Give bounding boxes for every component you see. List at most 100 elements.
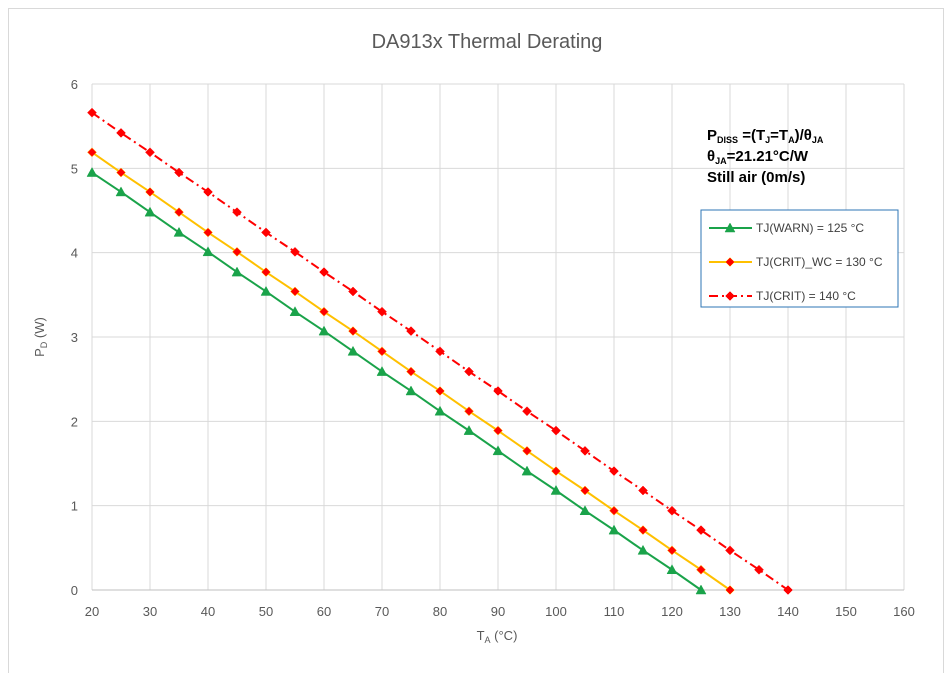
legend-items: TJ(WARN) = 125 °C TJ(CRIT)_WC = 130 °C TJ(… (709, 221, 883, 303)
annotation-line-3: Still air (0m/s) (707, 169, 805, 186)
data-point (261, 227, 271, 238)
legend-item: TJ(CRIT)_WC = 130 °C (709, 255, 883, 269)
data-point (551, 425, 561, 436)
data-point (232, 246, 242, 257)
data-point (376, 366, 388, 376)
data-point (725, 585, 735, 595)
data-point (493, 386, 503, 396)
formula-annotation: PDISS =(TJ=TA)/θJA θJA=21.21°C/W Still a… (707, 127, 824, 186)
data-point (116, 167, 126, 178)
data-point (347, 345, 359, 356)
data-point (579, 505, 591, 515)
data-point (174, 207, 184, 218)
y-tick-label: 5 (71, 161, 78, 176)
data-point (318, 325, 330, 336)
x-axis-title: TA (°C) (477, 628, 518, 645)
legend-label: TJ(CRIT)_WC = 130 °C (756, 255, 883, 269)
x-tick-label: 80 (433, 604, 447, 619)
x-tick-label: 120 (661, 604, 683, 619)
data-point (319, 306, 329, 317)
x-tick-label: 140 (777, 604, 799, 619)
x-tick-label: 20 (85, 604, 99, 619)
legend-marker (724, 222, 736, 233)
data-point (115, 186, 127, 197)
data-point (608, 524, 620, 535)
data-point (464, 366, 474, 377)
data-point (435, 386, 445, 396)
x-tick-label: 60 (317, 604, 331, 619)
x-tick-label: 70 (375, 604, 389, 619)
data-point (86, 167, 98, 177)
y-axis-title-main: P (32, 348, 47, 357)
series-3 (87, 107, 793, 595)
data-point (521, 465, 533, 476)
data-point (377, 346, 387, 357)
data-point (522, 406, 532, 417)
data-point (174, 167, 184, 178)
legend-item: TJ(WARN) = 125 °C (709, 221, 864, 235)
series-line (91, 171, 702, 591)
data-point (696, 564, 706, 575)
legend-item: TJ(CRIT) = 140 °C (709, 289, 856, 303)
data-point (406, 326, 416, 336)
data-point (754, 564, 764, 575)
data-point (348, 286, 358, 297)
data-point (666, 564, 678, 575)
data-point (551, 466, 561, 476)
x-tick-label: 100 (545, 604, 567, 619)
y-axis-title-sub: D (39, 341, 49, 348)
data-point (173, 226, 185, 237)
y-tick-label: 3 (71, 330, 78, 345)
data-point (463, 425, 475, 435)
x-axis-title-main: T (477, 628, 485, 643)
data-point (203, 187, 213, 197)
data-point (696, 525, 706, 535)
data-point (261, 267, 271, 277)
data-point (667, 545, 677, 556)
data-point (260, 285, 272, 296)
legend-label: TJ(WARN) = 125 °C (756, 221, 864, 235)
legend-box (700, 209, 899, 308)
data-point (550, 484, 562, 495)
data-point (493, 425, 503, 436)
data-point (464, 406, 474, 417)
data-point (145, 147, 155, 158)
y-tick-label: 1 (71, 499, 78, 514)
data-point (580, 445, 590, 456)
x-tick-label: 40 (201, 604, 215, 619)
x-tick-label: 130 (719, 604, 741, 619)
data-point (116, 128, 126, 138)
data-point (232, 207, 242, 218)
data-point (667, 505, 677, 516)
data-point (87, 147, 97, 158)
y-tick-label: 4 (71, 246, 78, 261)
data-point (144, 206, 156, 217)
data-point (289, 306, 301, 316)
data-point (290, 246, 300, 257)
chart-title: DA913x Thermal Derating (372, 31, 603, 53)
axis-layer: 20 30 40 50 60 70 80 90 100 110 120 130 140 150 160 0 1 2… (71, 77, 915, 619)
x-tick-label: 110 (604, 604, 625, 619)
data-point (638, 525, 648, 535)
data-point (695, 584, 707, 595)
data-point (609, 505, 619, 516)
data-point (348, 326, 358, 336)
data-point (202, 246, 214, 257)
x-tick-label: 30 (143, 604, 157, 619)
data-point (725, 545, 735, 556)
x-tick-label: 90 (491, 604, 505, 619)
legend-label: TJ(CRIT) = 140 °C (756, 289, 856, 303)
series-2 (87, 147, 735, 595)
data-point (290, 286, 300, 297)
y-axis-title: PD (W) (32, 317, 49, 357)
y-tick-label: 2 (71, 414, 78, 429)
data-point (87, 107, 97, 118)
series-1 (86, 167, 707, 595)
x-axis-title-sub: A (485, 635, 491, 645)
data-point (145, 187, 155, 197)
y-tick-label: 6 (71, 77, 78, 92)
data-point (405, 385, 417, 396)
data-point (609, 466, 619, 476)
x-tick-label: 50 (259, 604, 273, 619)
